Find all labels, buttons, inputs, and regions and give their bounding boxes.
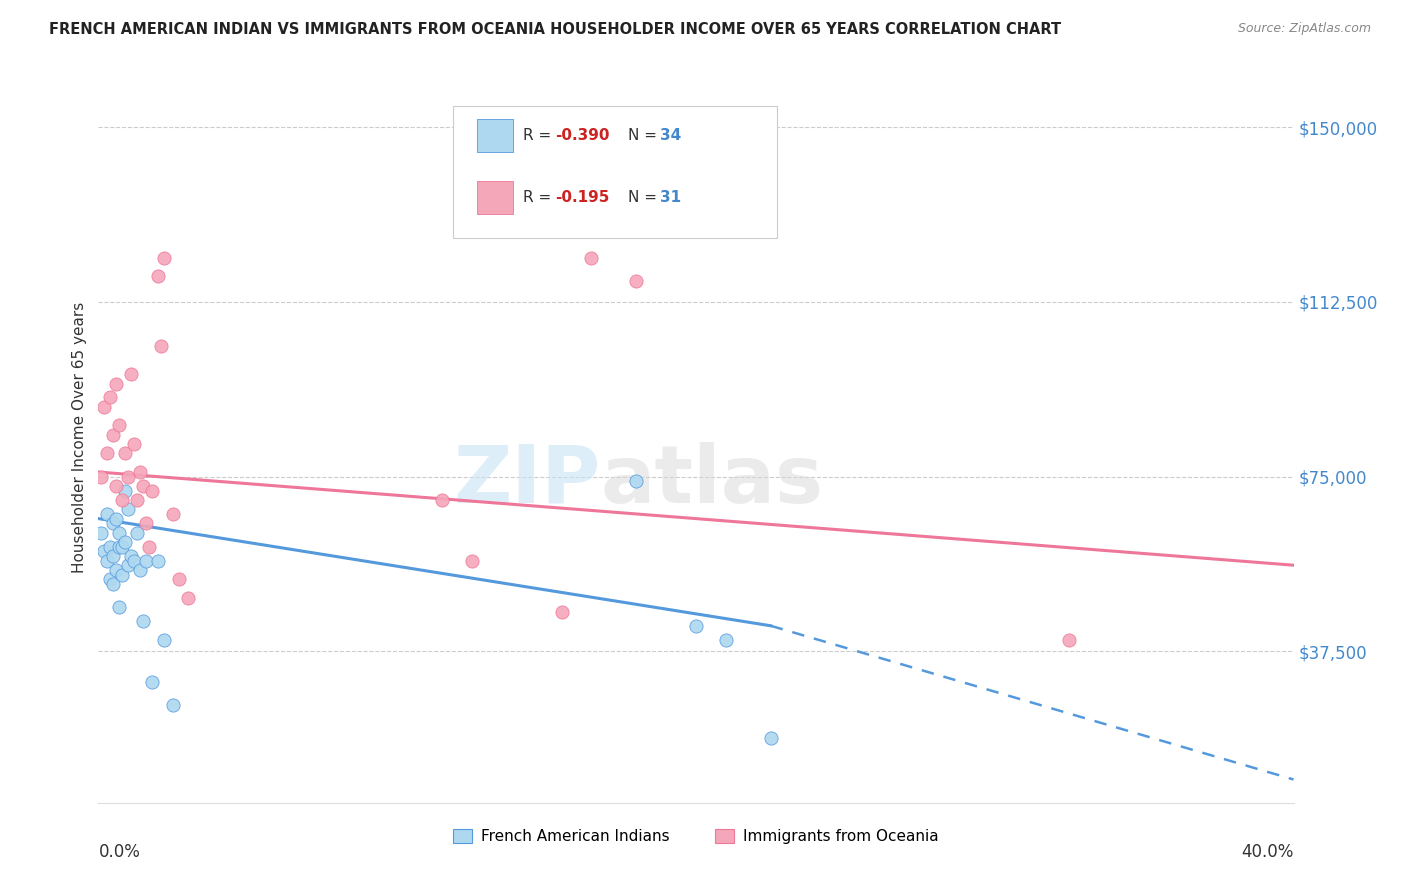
- Legend: French American Indians, Immigrants from Oceania: French American Indians, Immigrants from…: [447, 822, 945, 850]
- Point: [90, 469, 112, 483]
- FancyBboxPatch shape: [453, 106, 778, 238]
- Point: [96, 507, 118, 521]
- Point: [461, 553, 484, 567]
- Point: [105, 511, 128, 525]
- Y-axis label: Householder Income Over 65 years: Householder Income Over 65 years: [72, 301, 87, 573]
- Point: [103, 516, 125, 531]
- Point: [120, 367, 142, 381]
- Point: [108, 600, 131, 615]
- Point: [759, 731, 782, 745]
- Point: [103, 427, 125, 442]
- Text: 34: 34: [661, 128, 682, 143]
- Text: 0.0%: 0.0%: [98, 843, 141, 861]
- Text: -0.390: -0.390: [555, 128, 609, 143]
- Point: [138, 540, 160, 554]
- Text: -0.195: -0.195: [555, 190, 609, 205]
- Point: [135, 516, 157, 531]
- Point: [98, 572, 122, 586]
- FancyBboxPatch shape: [477, 181, 513, 214]
- Text: R =: R =: [523, 190, 555, 205]
- Point: [127, 525, 149, 540]
- Text: Source: ZipAtlas.com: Source: ZipAtlas.com: [1237, 22, 1371, 36]
- Point: [103, 549, 125, 563]
- Point: [148, 269, 170, 284]
- Point: [114, 446, 136, 460]
- Point: [148, 553, 170, 567]
- Point: [581, 251, 603, 265]
- Point: [626, 274, 648, 288]
- Point: [141, 674, 163, 689]
- Point: [98, 391, 122, 405]
- Point: [132, 479, 155, 493]
- Point: [135, 553, 157, 567]
- Point: [103, 577, 125, 591]
- Point: [96, 553, 118, 567]
- Point: [132, 614, 155, 628]
- Point: [153, 632, 176, 647]
- Point: [108, 418, 131, 433]
- Text: R =: R =: [523, 128, 555, 143]
- Text: N =: N =: [628, 128, 662, 143]
- Point: [111, 567, 134, 582]
- Point: [124, 553, 146, 567]
- Point: [153, 251, 176, 265]
- Point: [114, 483, 136, 498]
- FancyBboxPatch shape: [477, 119, 513, 152]
- Point: [129, 563, 152, 577]
- Point: [162, 698, 184, 712]
- Point: [111, 540, 134, 554]
- Point: [111, 493, 134, 508]
- Point: [117, 558, 139, 573]
- Point: [129, 465, 152, 479]
- Point: [120, 549, 142, 563]
- Point: [105, 376, 128, 391]
- Point: [124, 437, 146, 451]
- Text: N =: N =: [628, 190, 662, 205]
- Point: [685, 619, 707, 633]
- Point: [1059, 632, 1081, 647]
- Point: [114, 535, 136, 549]
- Text: 40.0%: 40.0%: [1241, 843, 1294, 861]
- Point: [90, 525, 112, 540]
- Point: [550, 605, 572, 619]
- Point: [105, 479, 128, 493]
- Point: [108, 540, 131, 554]
- Point: [98, 540, 122, 554]
- Point: [714, 632, 737, 647]
- Point: [117, 502, 139, 516]
- Point: [430, 493, 453, 508]
- Text: 31: 31: [661, 190, 682, 205]
- Point: [167, 572, 190, 586]
- Point: [105, 563, 128, 577]
- Point: [150, 339, 173, 353]
- Point: [96, 446, 118, 460]
- Point: [177, 591, 200, 605]
- Point: [93, 400, 115, 414]
- Text: FRENCH AMERICAN INDIAN VS IMMIGRANTS FROM OCEANIA HOUSEHOLDER INCOME OVER 65 YEA: FRENCH AMERICAN INDIAN VS IMMIGRANTS FRO…: [49, 22, 1062, 37]
- Point: [162, 507, 184, 521]
- Point: [108, 525, 131, 540]
- Point: [141, 483, 163, 498]
- Point: [127, 493, 149, 508]
- Text: ZIP: ZIP: [453, 442, 600, 520]
- Text: atlas: atlas: [600, 442, 824, 520]
- Point: [626, 475, 648, 489]
- Point: [117, 469, 139, 483]
- Point: [93, 544, 115, 558]
